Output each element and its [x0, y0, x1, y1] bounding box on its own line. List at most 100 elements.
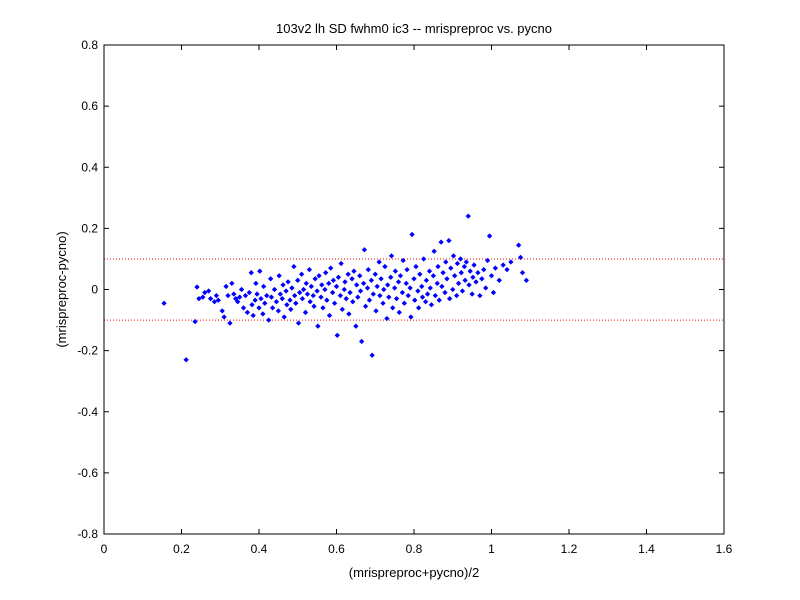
data-point: [324, 297, 330, 303]
data-point: [415, 305, 422, 311]
x-tick-label: 1.2: [561, 542, 578, 556]
data-point: [358, 338, 365, 345]
y-tick-label: 0.2: [81, 221, 98, 235]
y-axis-label: (mrispreproc-pycno): [54, 231, 69, 347]
data-point: [307, 298, 313, 305]
data-point: [492, 265, 499, 271]
data-point: [329, 289, 336, 296]
data-point: [355, 294, 361, 300]
data-point: [300, 286, 307, 293]
data-point: [395, 279, 402, 285]
data-point: [523, 277, 530, 284]
y-tick-label: -0.6: [77, 466, 98, 480]
data-point: [357, 288, 364, 294]
data-point: [454, 260, 461, 267]
data-point: [458, 269, 465, 276]
data-point: [443, 259, 449, 265]
data-point: [412, 297, 418, 303]
data-point: [242, 292, 249, 299]
data-point: [205, 288, 212, 294]
y-tick-label: -0.8: [77, 527, 98, 541]
data-point: [475, 269, 481, 276]
y-tick-label: -0.2: [77, 344, 98, 358]
data-point: [315, 323, 321, 329]
data-point: [403, 280, 410, 287]
data-point: [231, 291, 237, 297]
data-point: [422, 298, 429, 305]
data-point: [267, 276, 274, 282]
data-point: [342, 279, 348, 285]
data-point: [283, 288, 289, 294]
data-point: [319, 282, 325, 288]
data-point: [345, 271, 351, 277]
data-point: [263, 292, 270, 299]
data-point: [389, 305, 396, 311]
data-point: [353, 282, 360, 288]
reference-lines: [104, 258, 724, 321]
data-point: [269, 305, 276, 311]
data-point: [435, 263, 441, 270]
data-point: [320, 305, 326, 311]
data-point: [258, 295, 264, 302]
data-point: [306, 266, 313, 273]
data-point: [260, 283, 267, 290]
data-point: [236, 294, 243, 300]
data-point: [350, 298, 356, 305]
data-point: [234, 298, 241, 305]
data-point: [310, 292, 317, 299]
data-point: [384, 315, 390, 322]
data-point: [279, 295, 286, 302]
data-point: [446, 295, 453, 302]
data-point: [183, 357, 189, 363]
data-point: [477, 292, 483, 299]
data-point: [515, 242, 522, 248]
data-point: [471, 262, 477, 268]
data-point: [349, 276, 355, 282]
data-point: [417, 271, 423, 277]
data-point: [484, 257, 491, 264]
data-point: [372, 271, 379, 277]
x-tick-label: 0: [101, 542, 108, 556]
data-point: [438, 239, 444, 245]
data-point: [386, 294, 392, 300]
data-point: [488, 272, 495, 279]
data-point: [415, 288, 421, 294]
data-point: [496, 277, 503, 284]
data-point: [378, 276, 384, 282]
data-point: [470, 274, 476, 281]
data-point: [335, 274, 342, 281]
data-point: [339, 306, 346, 313]
y-tick-label: 0: [91, 283, 98, 297]
data-point: [194, 284, 200, 290]
data-point: [322, 286, 328, 293]
x-tick-label: 1.6: [716, 542, 733, 556]
data-point: [368, 277, 375, 284]
data-point: [388, 253, 395, 259]
data-point: [517, 254, 524, 261]
data-point: [280, 282, 286, 288]
data-point: [393, 295, 400, 302]
data-point: [450, 253, 457, 259]
data-point: [442, 289, 448, 296]
data-point: [399, 289, 406, 296]
data-point: [240, 305, 247, 311]
data-point: [380, 300, 386, 307]
data-point: [250, 312, 256, 319]
data-point: [298, 271, 305, 277]
data-point: [252, 297, 258, 303]
data-point: [281, 314, 287, 320]
y-tick-label: 0.8: [81, 38, 98, 52]
x-tick-label: 0.6: [328, 542, 345, 556]
chart-title: 103v2 lh SD fwhm0 ic3 -- mrispreproc vs.…: [276, 21, 552, 36]
data-point: [337, 292, 344, 299]
data-point: [353, 323, 359, 329]
data-point: [455, 280, 462, 287]
data-point: [436, 297, 442, 303]
data-point: [361, 247, 368, 253]
data-point: [374, 283, 380, 290]
data-point: [446, 237, 452, 244]
data-point: [413, 263, 419, 270]
data-point: [461, 263, 468, 270]
data-point: [318, 294, 324, 300]
y-axis-ticks: -0.8 -0.6 -0.4 -0.2 0 0.2 0.4 0.6 0.8: [77, 38, 724, 541]
